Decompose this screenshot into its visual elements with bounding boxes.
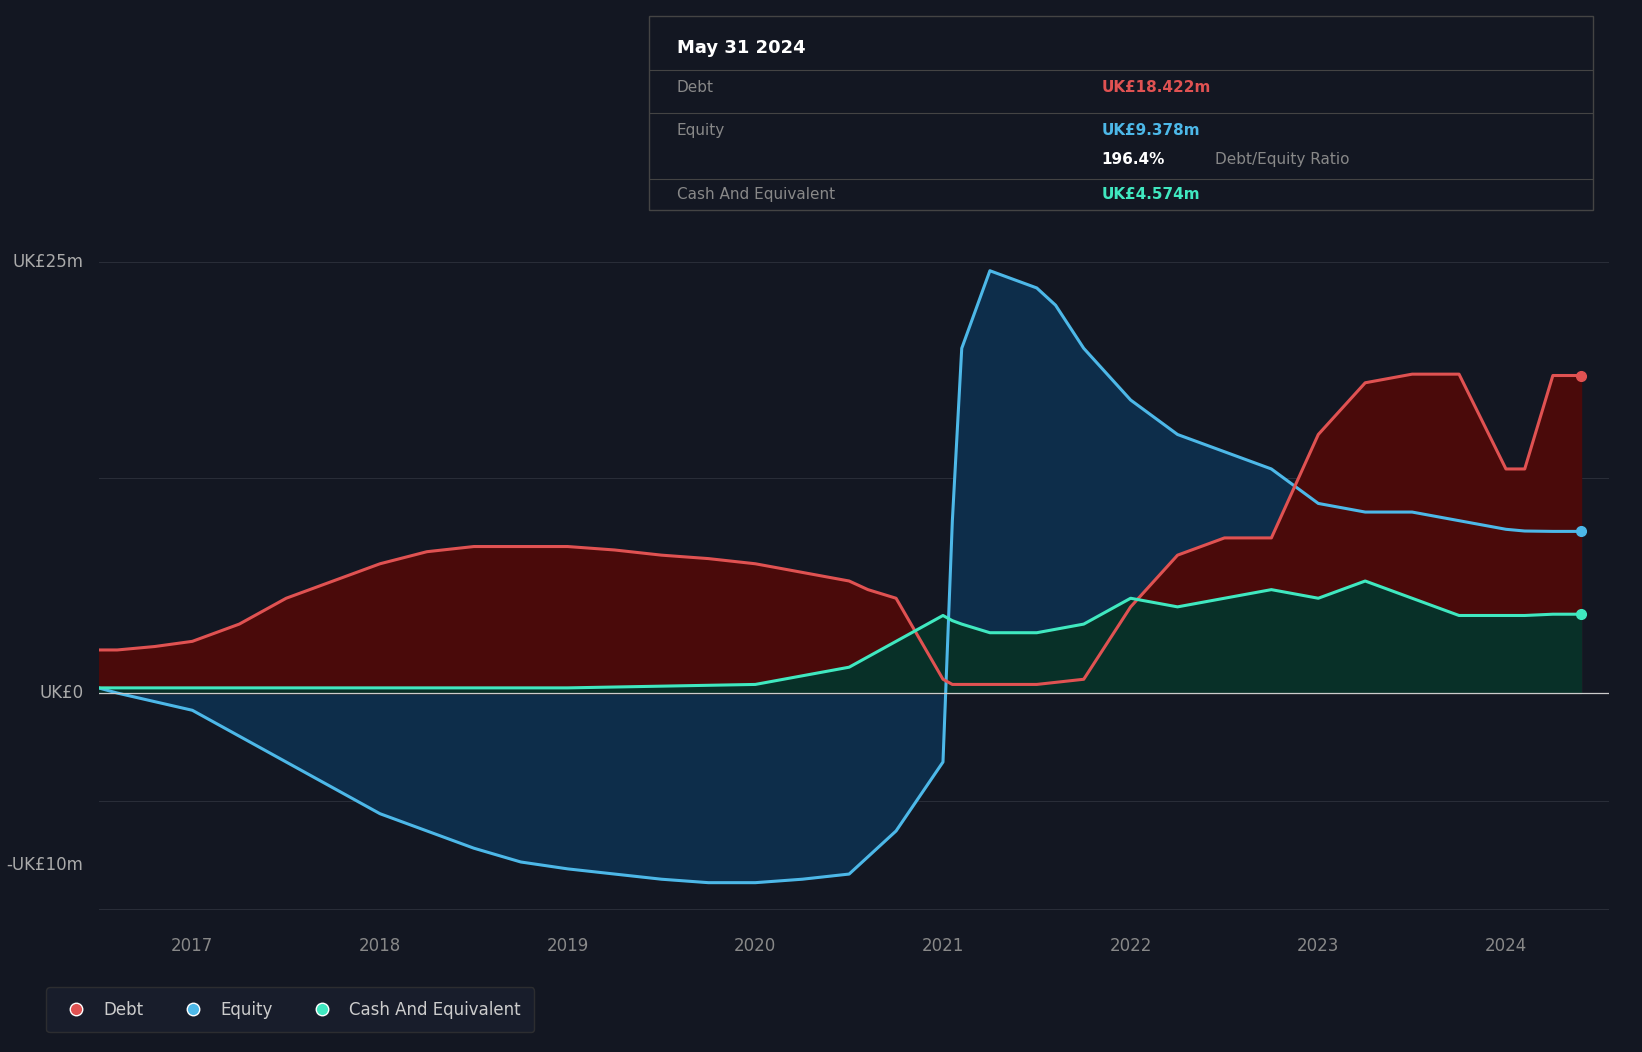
Text: UK£4.574m: UK£4.574m <box>1102 187 1200 202</box>
Text: Debt/Equity Ratio: Debt/Equity Ratio <box>1215 151 1350 167</box>
Text: Debt: Debt <box>677 80 714 95</box>
Text: 196.4%: 196.4% <box>1102 151 1166 167</box>
Text: Cash And Equivalent: Cash And Equivalent <box>677 187 836 202</box>
Text: -UK£10m: -UK£10m <box>7 856 84 874</box>
Text: May 31 2024: May 31 2024 <box>677 39 806 57</box>
Text: UK£0: UK£0 <box>39 684 84 702</box>
Text: UK£18.422m: UK£18.422m <box>1102 80 1212 95</box>
Legend: Debt, Equity, Cash And Equivalent: Debt, Equity, Cash And Equivalent <box>46 987 534 1032</box>
Text: UK£9.378m: UK£9.378m <box>1102 123 1200 138</box>
Text: Equity: Equity <box>677 123 726 138</box>
Text: UK£25m: UK£25m <box>13 254 84 271</box>
